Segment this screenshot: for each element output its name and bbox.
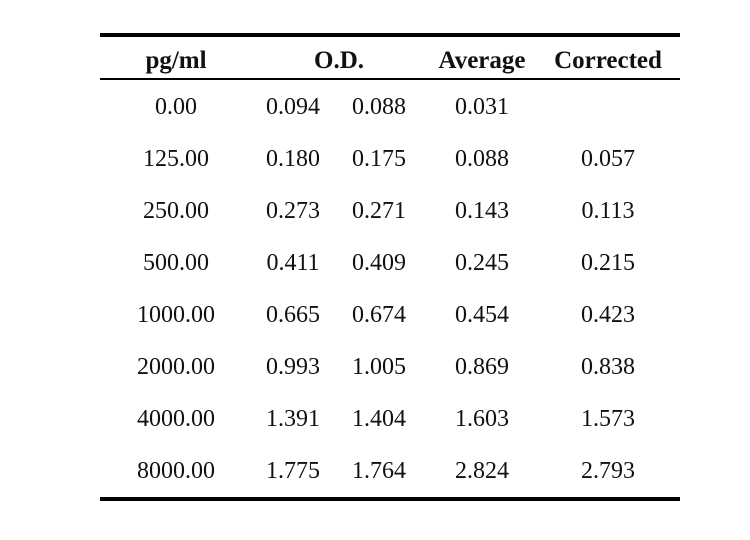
cell-od-1: 0.180	[266, 146, 320, 172]
cell-average: 0.143	[455, 198, 509, 224]
cell-average: 2.824	[455, 458, 509, 484]
cell-corrected: 2.793	[581, 458, 635, 484]
cell-corrected: 0.838	[581, 354, 635, 380]
header-rule	[100, 78, 680, 80]
cell-od-2: 1.404	[352, 406, 406, 432]
cell-od-1: 0.273	[266, 198, 320, 224]
cell-od-2: 0.271	[352, 198, 406, 224]
cell-od-2: 0.409	[352, 250, 406, 276]
cell-od-1: 0.411	[266, 250, 320, 276]
cell-concentration: 8000.00	[137, 458, 215, 484]
cell-average: 0.088	[455, 146, 509, 172]
cell-average: 0.454	[455, 302, 509, 328]
cell-average: 0.245	[455, 250, 509, 276]
table-bottom-rule	[100, 497, 680, 501]
cell-od-1: 1.775	[266, 458, 320, 484]
cell-od-1: 0.993	[266, 354, 320, 380]
cell-od-2: 0.088	[352, 94, 406, 120]
cell-average: 1.603	[455, 406, 509, 432]
table-top-rule	[100, 33, 680, 37]
cell-average: 0.031	[455, 94, 509, 120]
header-od: O.D.	[314, 47, 364, 74]
cell-concentration: 4000.00	[137, 406, 215, 432]
cell-od-2: 0.175	[352, 146, 406, 172]
header-corrected: Corrected	[554, 47, 662, 74]
cell-corrected: 0.215	[581, 250, 635, 276]
cell-corrected: 0.423	[581, 302, 635, 328]
header-average: Average	[438, 47, 526, 74]
cell-od-1: 0.094	[266, 94, 320, 120]
cell-od-2: 1.764	[352, 458, 406, 484]
cell-concentration: 1000.00	[137, 302, 215, 328]
cell-concentration: 125.00	[143, 146, 209, 172]
cell-corrected: 0.113	[581, 198, 635, 224]
cell-average: 0.869	[455, 354, 509, 380]
cell-concentration: 500.00	[143, 250, 209, 276]
cell-concentration: 2000.00	[137, 354, 215, 380]
cell-corrected: 0.057	[581, 146, 635, 172]
cell-concentration: 0.00	[155, 94, 197, 120]
header-concentration: pg/ml	[145, 47, 207, 74]
cell-od-2: 0.674	[352, 302, 406, 328]
cell-od-1: 1.391	[266, 406, 320, 432]
cell-od-2: 1.005	[352, 354, 406, 380]
cell-od-1: 0.665	[266, 302, 320, 328]
cell-corrected: 1.573	[581, 406, 635, 432]
cell-concentration: 250.00	[143, 198, 209, 224]
